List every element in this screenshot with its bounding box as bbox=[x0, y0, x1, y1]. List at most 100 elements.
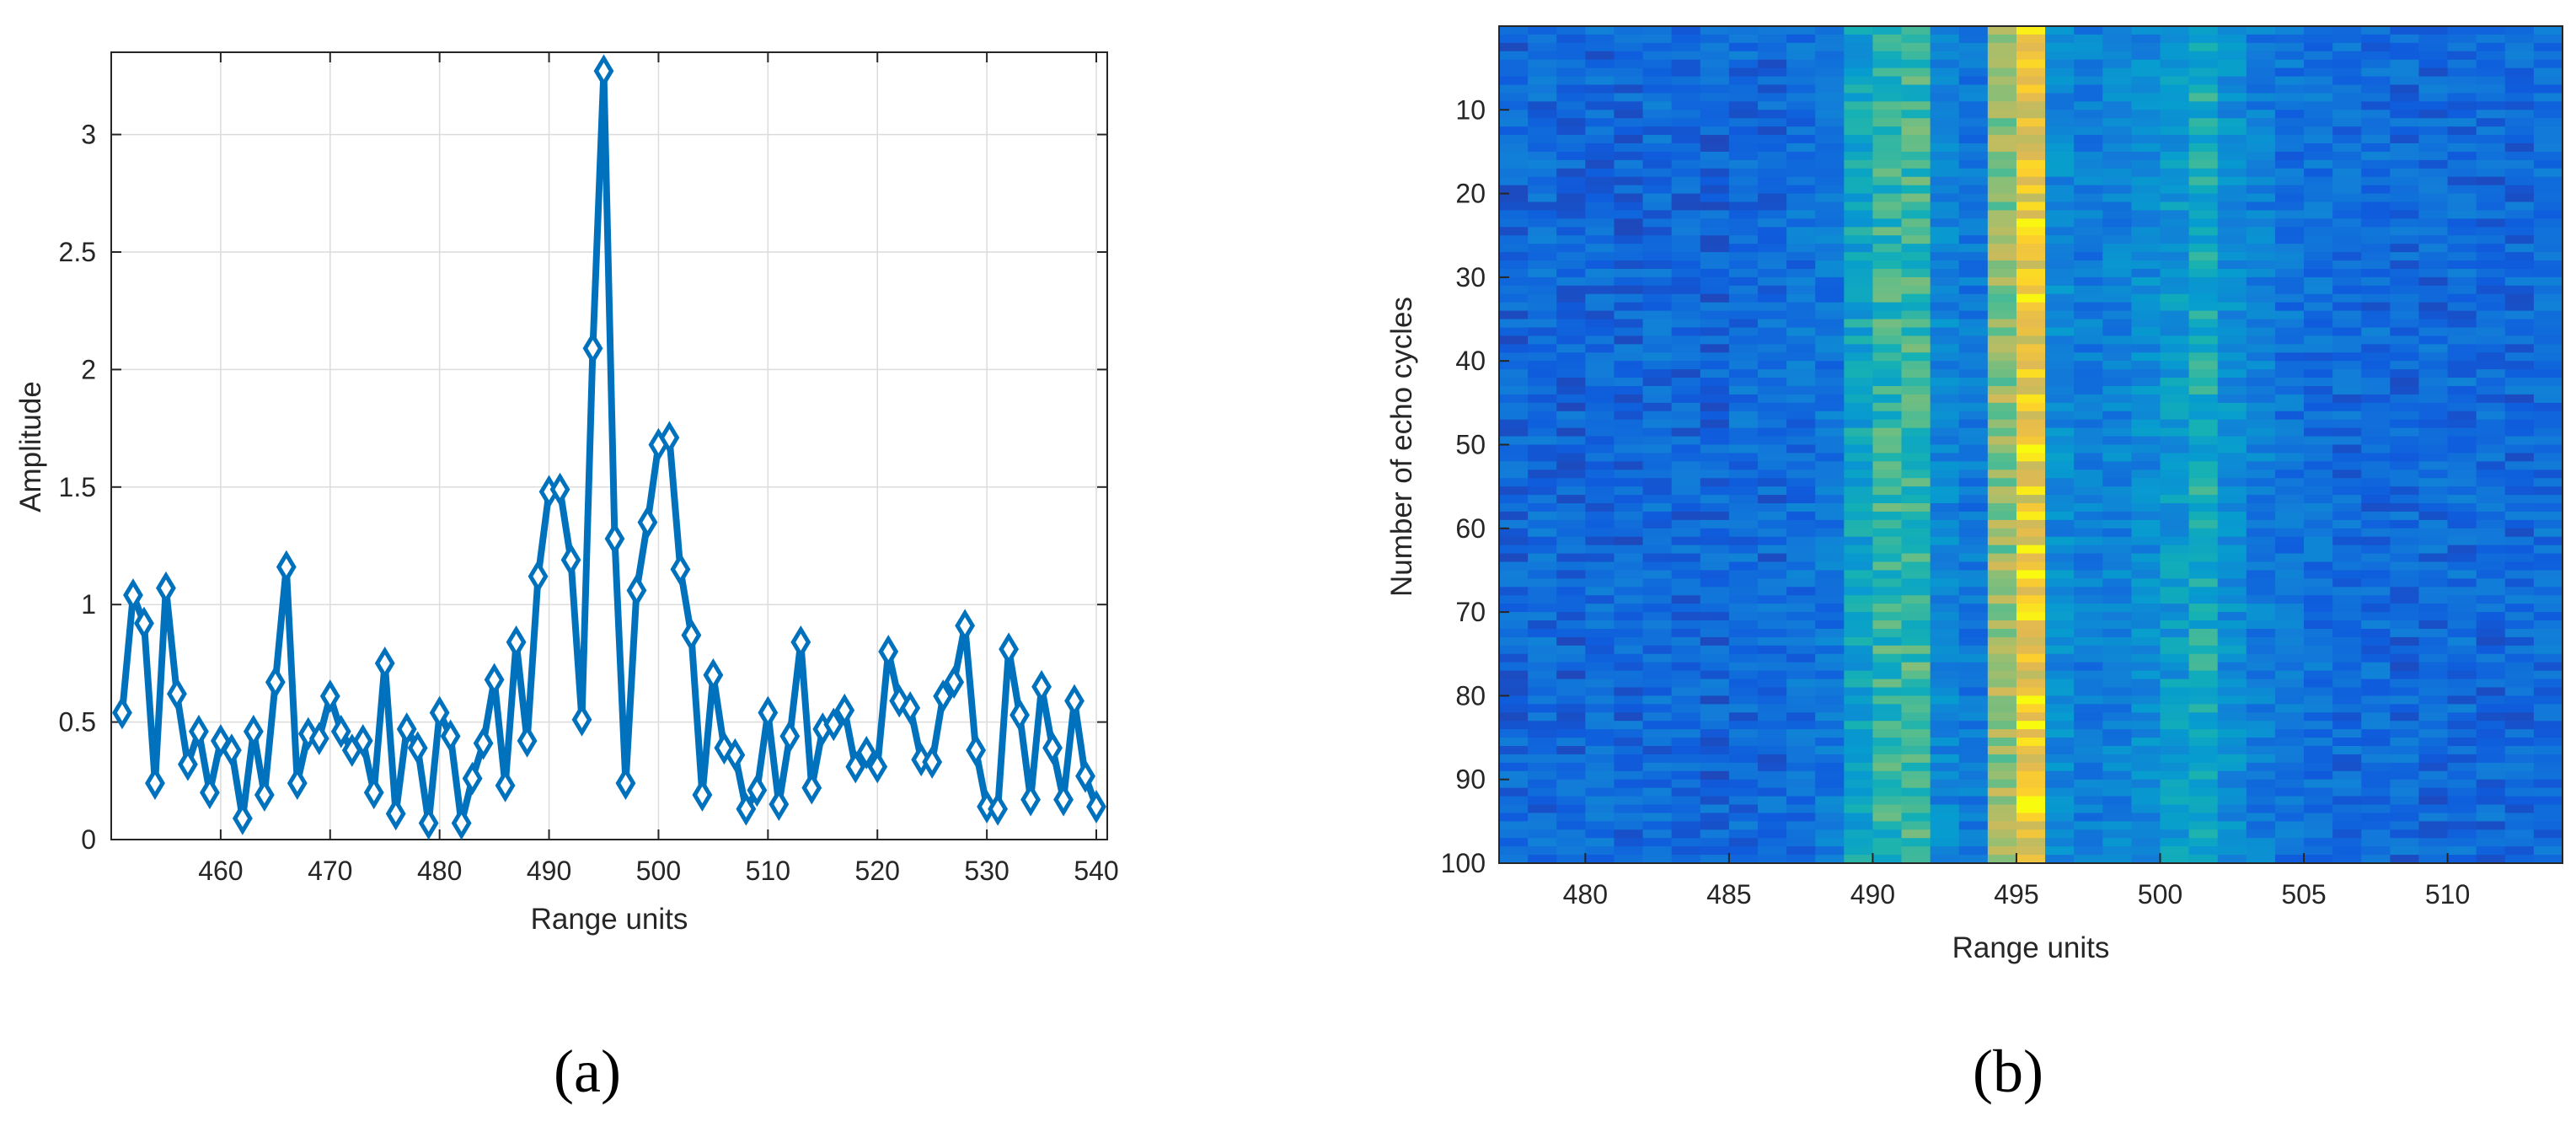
chart-b-cell bbox=[2274, 511, 2305, 521]
chart-b-cell bbox=[1700, 344, 1730, 353]
chart-b-cell bbox=[1642, 436, 1673, 446]
chart-b-cell bbox=[1499, 110, 1529, 119]
chart-b-cell bbox=[2274, 821, 2305, 830]
chart-b-cell bbox=[2390, 402, 2420, 412]
chart-b-cell bbox=[2476, 595, 2506, 604]
chart-b-cell bbox=[1815, 118, 1845, 127]
chart-b-cell bbox=[2160, 436, 2190, 446]
chart-b-cell bbox=[2361, 227, 2391, 236]
chart-b-cell bbox=[1499, 235, 1529, 244]
chart-b-cell bbox=[1844, 787, 1874, 797]
chart-b-cell bbox=[2246, 176, 2276, 186]
chart-b-cell bbox=[1757, 93, 1787, 102]
chart-b-cell bbox=[1642, 319, 1673, 329]
chart-b-cell bbox=[1786, 402, 1816, 412]
chart-b-cell bbox=[2102, 201, 2132, 212]
chart-b-cell bbox=[2102, 679, 2132, 689]
chart-b-cell bbox=[1585, 519, 1615, 529]
chart-b-cell bbox=[2074, 302, 2103, 312]
chart-b-cell bbox=[2217, 76, 2247, 86]
chart-b-cell bbox=[1901, 42, 1931, 52]
chart-b-cell bbox=[2390, 101, 2420, 110]
chart-b-cell bbox=[1499, 344, 1529, 353]
chart-b-cell bbox=[1556, 26, 1586, 35]
chart-b-cell bbox=[2045, 335, 2075, 345]
chart-b-cell bbox=[2045, 310, 2075, 320]
chart-b-cell bbox=[2045, 252, 2075, 261]
chart-b-cell bbox=[1614, 218, 1644, 228]
chart-b-cell bbox=[1700, 244, 1730, 253]
chart-b-cell bbox=[2160, 302, 2190, 312]
chart-b-cell bbox=[2418, 419, 2449, 429]
chart-b-cell bbox=[1786, 612, 1816, 621]
chart-b-cell bbox=[1872, 528, 1903, 538]
chart-b-cell bbox=[2476, 444, 2506, 454]
chart-b-cell bbox=[2274, 293, 2305, 303]
chart-b-cell bbox=[2102, 285, 2132, 295]
chart-b-cell bbox=[1499, 276, 1529, 287]
chart-b-cell bbox=[2246, 745, 2276, 755]
chart-b-cell bbox=[2217, 855, 2247, 864]
chart-b-cell bbox=[1671, 754, 1701, 764]
chart-b-cell bbox=[2504, 101, 2535, 110]
chart-b-cell bbox=[2246, 76, 2276, 86]
chart-b-cell bbox=[2304, 838, 2333, 847]
chart-b-cell bbox=[2074, 762, 2103, 772]
chart-b-cell bbox=[1671, 126, 1701, 136]
chart-b-cell bbox=[2074, 176, 2103, 186]
chart-b-cell bbox=[2504, 662, 2535, 672]
chart-b-cell bbox=[2274, 193, 2305, 203]
chart-b-cell bbox=[1528, 168, 1557, 178]
chart-b-cell bbox=[2246, 444, 2276, 454]
chart-b-cell bbox=[1728, 26, 1759, 35]
chart-b-cell bbox=[2016, 227, 2046, 236]
chart-b-cell bbox=[1728, 101, 1759, 110]
chart-b-cell bbox=[2274, 118, 2305, 127]
chart-b-cell bbox=[2390, 436, 2420, 446]
chart-b-cell bbox=[1901, 453, 1931, 462]
chart-b-cell bbox=[2390, 662, 2420, 672]
chart-b-cell bbox=[1987, 570, 2017, 579]
chart-b-cell bbox=[2361, 712, 2391, 722]
chart-b-cell bbox=[2074, 461, 2103, 470]
chart-b-cell bbox=[2418, 444, 2449, 454]
chart-b-cell bbox=[2304, 495, 2333, 504]
chart-b-cell bbox=[1585, 34, 1615, 44]
chart-b-cell bbox=[1642, 687, 1673, 696]
chart-b-cell bbox=[1786, 335, 1816, 345]
chart-b-ticks: 480 485 490 495 500 505 5101020304050607080901… bbox=[1441, 94, 2471, 910]
chart-b-cell bbox=[1815, 93, 1845, 102]
chart-b-cell bbox=[2045, 855, 2075, 864]
chart-b-cell bbox=[1585, 143, 1615, 153]
chart-b-cell bbox=[1786, 436, 1816, 446]
chart-b-cell bbox=[2476, 695, 2506, 705]
chart-b-cell bbox=[1815, 385, 1845, 395]
chart-b-cell bbox=[2533, 453, 2563, 462]
chart-b-cell bbox=[1499, 813, 1529, 822]
chart-b-cell bbox=[2160, 604, 2190, 613]
chart-b-cell bbox=[2246, 227, 2276, 236]
chart-b-cell bbox=[2274, 745, 2305, 755]
chart-b-cell bbox=[1786, 486, 1816, 496]
chart-b-cell bbox=[2074, 335, 2103, 345]
chart-b-cell bbox=[1815, 419, 1845, 429]
chart-b-cell bbox=[1958, 712, 1989, 722]
chart-a-xtick-label: 460 bbox=[198, 856, 243, 886]
chart-b-cell bbox=[2447, 276, 2477, 287]
chart-b-cell bbox=[1815, 628, 1845, 638]
chart-b-cell bbox=[2533, 268, 2563, 278]
chart-b-cell bbox=[1614, 252, 1644, 261]
chart-b-cell bbox=[1700, 536, 1730, 546]
chart-b-cell bbox=[1728, 168, 1759, 178]
chart-b-cell bbox=[2045, 93, 2075, 102]
chart-b-cell bbox=[1844, 628, 1874, 638]
chart-b-cell bbox=[1844, 369, 1874, 378]
chart-b-cell bbox=[1930, 729, 1960, 738]
chart-b-cell bbox=[2045, 227, 2075, 236]
chart-b-cell bbox=[2390, 42, 2420, 52]
chart-a-data-point bbox=[1086, 790, 1106, 824]
chart-b-cell bbox=[2274, 729, 2305, 738]
chart-b-cell bbox=[2246, 335, 2276, 345]
chart-b-cell bbox=[2390, 361, 2420, 370]
chart-b-cell bbox=[2074, 185, 2103, 195]
